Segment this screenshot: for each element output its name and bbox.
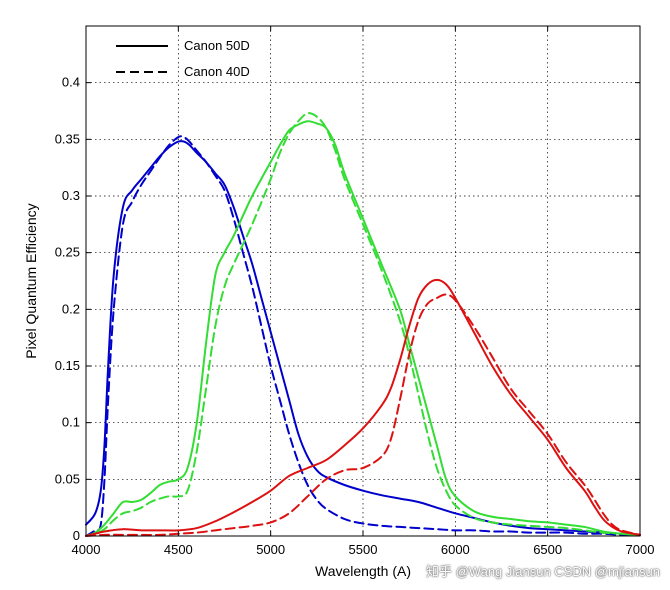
y-tick-label: 0.05 [55, 471, 80, 486]
series-line-canon-50d-green [85, 120, 641, 537]
legend-label: Canon 50D [184, 38, 250, 53]
plot-background [86, 26, 640, 536]
y-tick-label: 0.4 [62, 75, 80, 90]
legend-label: Canon 40D [184, 64, 250, 79]
y-axis-title: Pixel Quantum Efficiency [23, 203, 39, 358]
y-tick-label: 0.15 [55, 358, 80, 373]
series-line-canon-50d-red [85, 278, 641, 537]
x-axis-title: Wavelength (A) [315, 563, 411, 579]
x-tick-label: 5500 [349, 542, 378, 557]
series-layer [85, 112, 641, 537]
y-tick-label: 0.25 [55, 245, 80, 260]
axis-ticks: 4000 4500 5000 5500 6000 6500 7000 0 0.05 0.1 0.15… [55, 26, 655, 557]
y-tick-label: 0.3 [62, 188, 80, 203]
x-tick-label: 4000 [72, 542, 101, 557]
watermark: 知乎 @Wang Jiansun CSDN @mjiansun [426, 564, 660, 579]
x-tick-label: 6500 [533, 542, 562, 557]
series-line-canon-40d-green [85, 112, 641, 537]
series-line-canon-40d-blue [85, 135, 641, 537]
x-tick-label: 6000 [441, 542, 470, 557]
y-tick-label: 0.2 [62, 301, 80, 316]
y-tick-label: 0.35 [55, 131, 80, 146]
y-tick-label: 0.1 [62, 415, 80, 430]
x-tick-label: 5000 [256, 542, 285, 557]
x-tick-label: 4500 [164, 542, 193, 557]
x-tick-label: 7000 [626, 542, 655, 557]
series-line-canon-40d-red [85, 293, 641, 537]
y-tick-label: 0 [73, 528, 80, 543]
legend: Canon 50D Canon 40D [116, 38, 250, 79]
